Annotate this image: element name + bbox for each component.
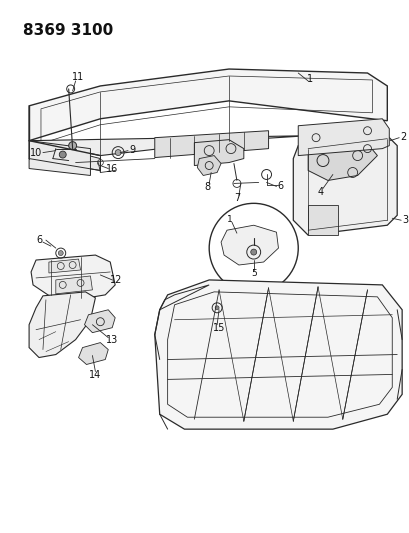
- Text: 9: 9: [129, 144, 135, 155]
- Circle shape: [69, 142, 76, 150]
- Text: 3: 3: [401, 215, 407, 225]
- Polygon shape: [31, 255, 115, 300]
- Polygon shape: [297, 119, 388, 156]
- Polygon shape: [292, 136, 396, 235]
- Polygon shape: [154, 280, 401, 429]
- Text: 14: 14: [89, 370, 101, 381]
- Text: 2: 2: [399, 132, 405, 142]
- Polygon shape: [154, 131, 268, 158]
- Polygon shape: [197, 156, 220, 175]
- Circle shape: [58, 251, 63, 255]
- Text: 15: 15: [212, 322, 225, 333]
- Polygon shape: [308, 205, 337, 235]
- Circle shape: [250, 249, 256, 255]
- Polygon shape: [29, 69, 387, 141]
- Polygon shape: [56, 276, 92, 294]
- Text: 5: 5: [250, 270, 256, 278]
- Text: 4: 4: [317, 188, 323, 197]
- Polygon shape: [29, 141, 100, 171]
- Text: 7: 7: [233, 193, 239, 204]
- Text: 16: 16: [106, 164, 118, 174]
- Polygon shape: [84, 310, 115, 333]
- Text: 1: 1: [227, 215, 232, 224]
- Text: 1: 1: [306, 74, 312, 84]
- Text: 11: 11: [72, 72, 85, 82]
- Text: 8369 3100: 8369 3100: [23, 23, 113, 38]
- Polygon shape: [29, 292, 95, 358]
- Polygon shape: [79, 343, 108, 365]
- Polygon shape: [49, 259, 80, 273]
- Polygon shape: [220, 225, 278, 265]
- Circle shape: [115, 150, 121, 156]
- Text: 8: 8: [204, 182, 210, 192]
- Text: 6: 6: [36, 235, 42, 245]
- Polygon shape: [194, 140, 243, 166]
- Polygon shape: [29, 141, 90, 175]
- Text: 10: 10: [30, 148, 42, 158]
- Text: 13: 13: [106, 335, 118, 345]
- Circle shape: [59, 151, 66, 158]
- Text: 6: 6: [277, 181, 283, 191]
- Text: 12: 12: [110, 275, 122, 285]
- Circle shape: [215, 306, 218, 310]
- Polygon shape: [29, 136, 308, 156]
- Polygon shape: [308, 144, 377, 181]
